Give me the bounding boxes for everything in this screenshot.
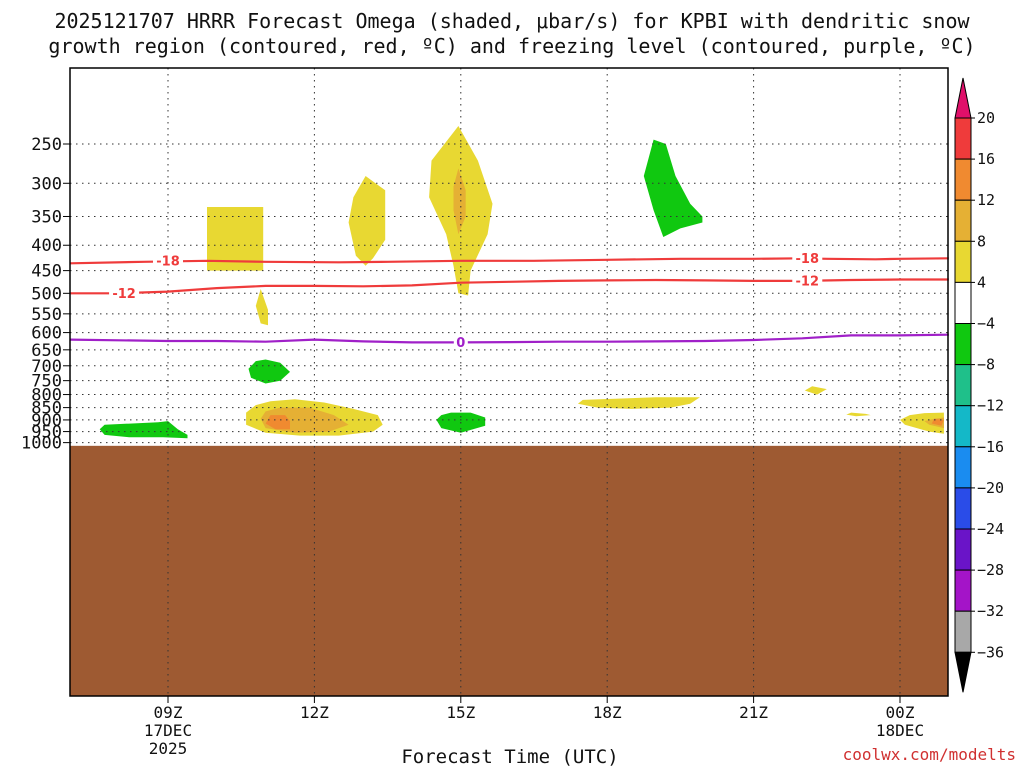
colorbar-tick-label: −36 [977,643,1004,661]
colorbar-tick-label: −20 [977,479,1004,497]
colorbar-segment [954,199,972,242]
omega-region-yellow [255,289,268,326]
colorbar-top-arrow [954,77,972,119]
colorbar-segment [954,487,972,530]
colorbar-segment [954,610,972,653]
freezing-level-contour [70,333,949,344]
contour-label-bg [792,251,823,266]
chart-title: 2025121707 HRRR Forecast Omega (shaded, … [48,9,975,58]
contour-label-bg [153,253,183,268]
colorbar-segment [954,117,972,160]
colorbar-segment [954,528,972,571]
omega-region-orange [931,418,944,426]
y-tick-label: 850 [31,399,62,419]
plot-frame [69,67,949,697]
gridlines [70,68,948,696]
x-tick-label: 09Z [154,703,183,722]
omega-region-green [99,421,188,439]
x-tick-label: 12Z [300,703,329,722]
colorbar: 20 16 12 8 4 −4 −8 −12 −16 −20 −24 −28 −32 −36 [954,77,1004,693]
x-tick-label: 21Z [739,703,768,722]
y-tick-label: 400 [31,236,62,256]
y-tick-label: 500 [31,284,62,304]
colorbar-segment [954,240,972,283]
credit-text: coolwx.com/modelts [843,745,1016,764]
colorbar-segment [954,569,972,612]
title-line-1: 2025121707 HRRR Forecast Omega (shaded, … [54,9,970,33]
x-tick-label: 00Z [886,703,915,722]
y-tick-label: 600 [31,324,62,344]
colorbar-segment [954,323,972,366]
contour-label-bg [109,286,140,301]
colorbar-segment [954,281,972,324]
contour-lines: -18 -18 -12 -12 0 [70,251,949,351]
omega-shaded-regions [99,126,944,439]
y-tick-label: 700 [31,357,62,377]
x-tick-year: 2025 [149,739,188,758]
title-line-2: growth region (contoured, red, ºC) and f… [48,34,975,58]
colorbar-tick-label: −12 [977,397,1004,415]
y-tick-label: 450 [31,262,62,282]
colorbar-tick-label: 8 [977,232,986,250]
plot-area: -18 -18 -12 -12 0 [69,67,949,697]
colorbar-tick-label: 4 [977,273,986,291]
contour-label: 0 [456,336,465,351]
x-tick-date: 18DEC [876,721,924,740]
colorbar-segment [954,158,972,201]
y-tick-label: 1000 [21,434,62,454]
y-axis: 2503003504004505005506006507007508008509… [21,135,70,454]
contour-label: -12 [112,287,136,302]
y-tick-label: 300 [31,174,62,194]
x-tick-label: 18Z [593,703,622,722]
omega-region-gold [453,168,466,235]
ground-fill [70,445,948,696]
contour-label: -18 [156,254,180,269]
contour-label: -18 [796,252,820,267]
omega-region-yellow [348,176,386,266]
colorbar-segment [954,364,972,407]
y-tick-label: 750 [31,372,62,392]
y-tick-label: 550 [31,305,62,325]
dgz-contour-minus18 [70,257,949,265]
ground-layer [70,445,948,696]
contour-label: -12 [796,274,820,289]
omega-region-yellow [577,397,700,409]
y-tick-label: 650 [31,341,62,361]
colorbar-segment [954,405,972,448]
x-tick-date: 17DEC [144,721,192,740]
colorbar-tick-label: 12 [977,191,995,209]
omega-region-yellow [900,412,944,434]
omega-region-yellow [804,386,827,395]
colorbar-tick-label: −28 [977,561,1004,579]
y-tick-label: 800 [31,386,62,406]
omega-region-orange [265,415,290,430]
colorbar-bottom-arrow [954,651,972,693]
y-tick-label: 250 [31,135,62,155]
contour-label-bg [453,335,468,350]
colorbar-tick-label: −8 [977,356,995,374]
omega-region-yellow [846,412,871,417]
colorbar-tick-label: −32 [977,602,1004,620]
colorbar-tick-label: 20 [977,109,995,127]
y-tick-label: 350 [31,207,62,227]
colorbar-tick-label: −4 [977,315,995,333]
omega-region-green [643,139,703,237]
colorbar-tick-label: 16 [977,150,995,168]
contour-label-bg [792,273,823,288]
omega-region-yellow [207,207,264,271]
y-tick-label: 900 [31,411,62,431]
colorbar-tick-label: −24 [977,520,1004,538]
x-axis-label: Forecast Time (UTC) [401,746,618,768]
colorbar-segment [954,446,972,489]
omega-region-green [248,359,290,384]
x-tick-label: 15Z [446,703,475,722]
colorbar-tick-label: −16 [977,438,1004,456]
y-tick-label: 950 [31,423,62,443]
